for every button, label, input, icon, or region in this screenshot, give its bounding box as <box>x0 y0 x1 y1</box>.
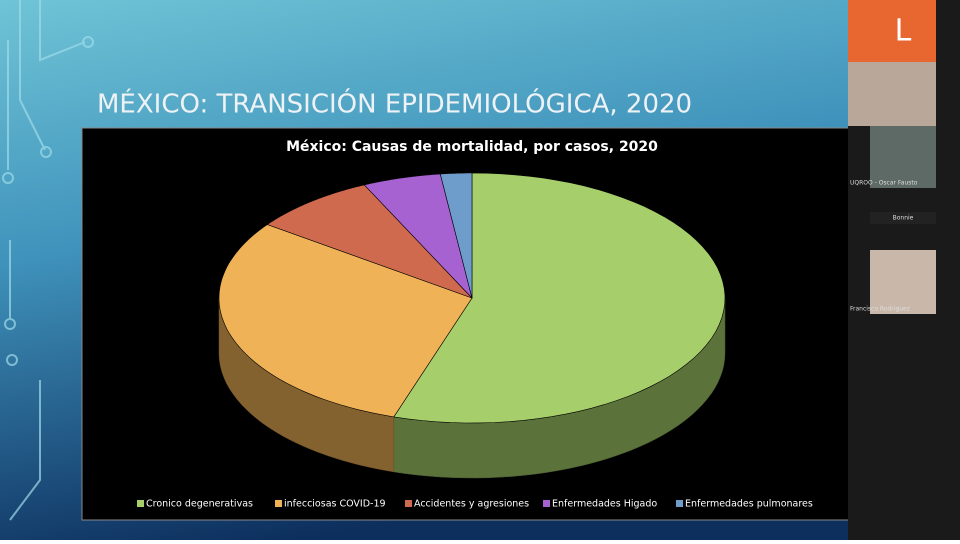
legend-swatch <box>275 500 282 507</box>
slide-title: MÉXICO: TRANSICIÓN EPIDEMIOLÓGICA, 2020 <box>97 88 692 120</box>
pie <box>218 172 726 479</box>
legend-label: Enfermedades pulmonares <box>685 499 813 510</box>
pie-slice <box>439 172 473 299</box>
participant-name: Francisco Rodriguez <box>850 306 910 313</box>
pie-slice <box>363 173 473 300</box>
host-initial: L <box>895 14 912 49</box>
pie-slice <box>393 172 726 424</box>
pie-slice <box>218 224 473 418</box>
video-tile[interactable] <box>870 212 936 224</box>
legend-swatch <box>676 500 683 507</box>
legend-label: infecciosas COVID-19 <box>284 499 386 510</box>
pie-slice <box>266 184 473 299</box>
legend-swatch <box>405 500 412 507</box>
participant-name: UQROO - Oscar Fausto <box>850 180 918 187</box>
video-tile[interactable] <box>848 62 936 126</box>
legend-swatch <box>543 500 550 507</box>
host-tile[interactable] <box>848 0 936 62</box>
legend-label: Enfermedades Higado <box>552 499 657 510</box>
legend-label: Cronico degenerativas <box>146 499 253 510</box>
participant-name: Bonnie <box>893 215 914 222</box>
video-tile[interactable] <box>870 126 936 188</box>
legend-swatch <box>137 500 144 507</box>
chart-title: México: Causas de mortalidad, por casos,… <box>286 139 658 155</box>
legend-label: Accidentes y agresiones <box>414 499 529 510</box>
video-tile[interactable] <box>870 250 936 314</box>
legend: Cronico degenerativas infecciosas COVID-1… <box>137 499 813 510</box>
